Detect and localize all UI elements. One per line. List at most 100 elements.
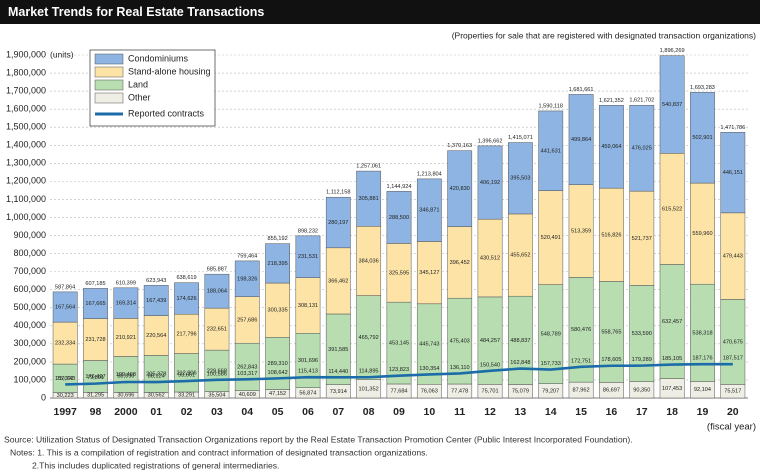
data-label: 79,207 [542,388,559,394]
y-tick-label: 600,000 [13,284,46,294]
data-label: 187,176 [692,356,712,362]
data-label: 580,476 [571,327,591,333]
y-tick-label: 700,000 [13,266,46,276]
y-tick-label: 1,700,000 [6,85,46,95]
data-label: 301,696 [298,358,318,364]
bar-segment [386,243,412,303]
data-label: 308,131 [298,303,318,309]
data-label: 232,651 [207,327,227,333]
bar-segment [659,264,685,379]
total-label: 638,619 [176,275,196,281]
data-label: 179,289 [632,357,652,363]
data-label: 40,609 [239,392,256,398]
y-tick-label: 1,200,000 [6,176,46,186]
bar-segment [659,153,685,265]
bar-segment [568,277,594,383]
y-tick-label: 1,800,000 [6,67,46,77]
data-label: 86,697 [603,388,620,394]
total-label: 1,896,269 [660,48,685,54]
legend-label: Reported contracts [128,108,205,118]
bar-segment [447,150,473,227]
y-tick-label: 900,000 [13,230,46,240]
total-label: 1,112,158 [326,190,350,196]
legend-label: Land [128,79,148,89]
x-tick-label: 98 [90,406,102,418]
bar-segment [599,105,624,189]
data-label: 521,737 [632,236,652,242]
data-label: 115,413 [298,369,318,375]
chart-title: Market Trends for Real Estate Transactio… [8,5,264,19]
data-label: 176,497 [85,374,105,380]
data-label: 185,105 [662,356,682,362]
data-label: 77,478 [451,388,468,394]
data-label: 199,468 [116,372,136,378]
bar-segment [568,94,594,185]
data-label: 90,350 [633,387,650,393]
legend-label: Other [128,92,151,102]
data-label: 56,874 [299,390,316,396]
total-label: 759,464 [237,253,257,259]
data-label: 31,295 [87,393,104,399]
data-label: 455,652 [510,253,530,259]
data-label: 75,079 [512,389,529,395]
y-tick-label: 1,600,000 [6,104,46,114]
y-tick-label: 1,300,000 [6,158,46,168]
data-label: 87,962 [573,388,590,394]
data-label: 391,585 [328,347,348,353]
data-label: 33,291 [178,392,195,398]
total-label: 1,257,061 [356,164,381,170]
bar-segment [629,104,655,192]
data-label: 93,661 [178,373,195,379]
data-label: 395,503 [510,176,530,182]
bar-segment [416,241,442,305]
data-label: 231,531 [298,254,318,260]
x-tick-label: 07 [332,406,344,418]
data-label: 114,440 [328,369,348,375]
bar-segment [204,273,230,309]
bar-segment [416,303,442,385]
data-label: 479,443 [723,254,743,260]
bar-segment [447,226,473,299]
data-label: 484,257 [480,338,500,344]
data-label: 123,823 [389,367,409,373]
bar-segment [447,297,473,385]
bar-segment [720,299,746,385]
data-label: 217,796 [176,331,196,337]
data-label: 470,675 [723,339,743,345]
data-label: 300,335 [267,308,287,314]
data-label: 103,317 [237,371,257,377]
data-label: 262,843 [237,364,257,370]
total-label: 1,681,661 [569,87,594,93]
x-tick-label: 01 [150,406,162,418]
data-label: 205,378 [146,371,166,377]
data-label: 77,684 [390,388,407,394]
bar-segment [690,92,715,184]
bar-segment [416,178,442,242]
bar-segment [83,288,108,319]
data-label: 73,914 [330,389,347,395]
bar-segment [356,295,382,380]
bar-segment [508,213,533,297]
data-label: 178,605 [601,357,621,363]
total-label: 587,864 [55,284,75,290]
data-label: 172,751 [571,358,591,364]
bar-segment [356,170,382,227]
legend-label: Condominiums [128,53,189,63]
bar-segment [204,307,230,351]
data-label: 188,064 [207,289,227,295]
total-label: 1,693,283 [690,85,715,91]
y-tick-label: 200,000 [13,356,46,366]
x-tick-label: 17 [636,406,648,418]
data-label: 453,145 [389,341,409,347]
data-label: 533,590 [632,331,652,337]
total-label: 855,192 [267,236,287,242]
data-label: 157,743 [55,376,75,382]
data-label: 520,491 [541,235,561,241]
data-label: 108,642 [267,370,287,376]
data-label: 446,151 [723,170,743,176]
y-tick-label: 500,000 [13,302,46,312]
bar-segment [113,356,139,393]
source: Source: Utilization Status of Designated… [4,434,633,444]
total-label: 1,621,352 [599,98,624,104]
